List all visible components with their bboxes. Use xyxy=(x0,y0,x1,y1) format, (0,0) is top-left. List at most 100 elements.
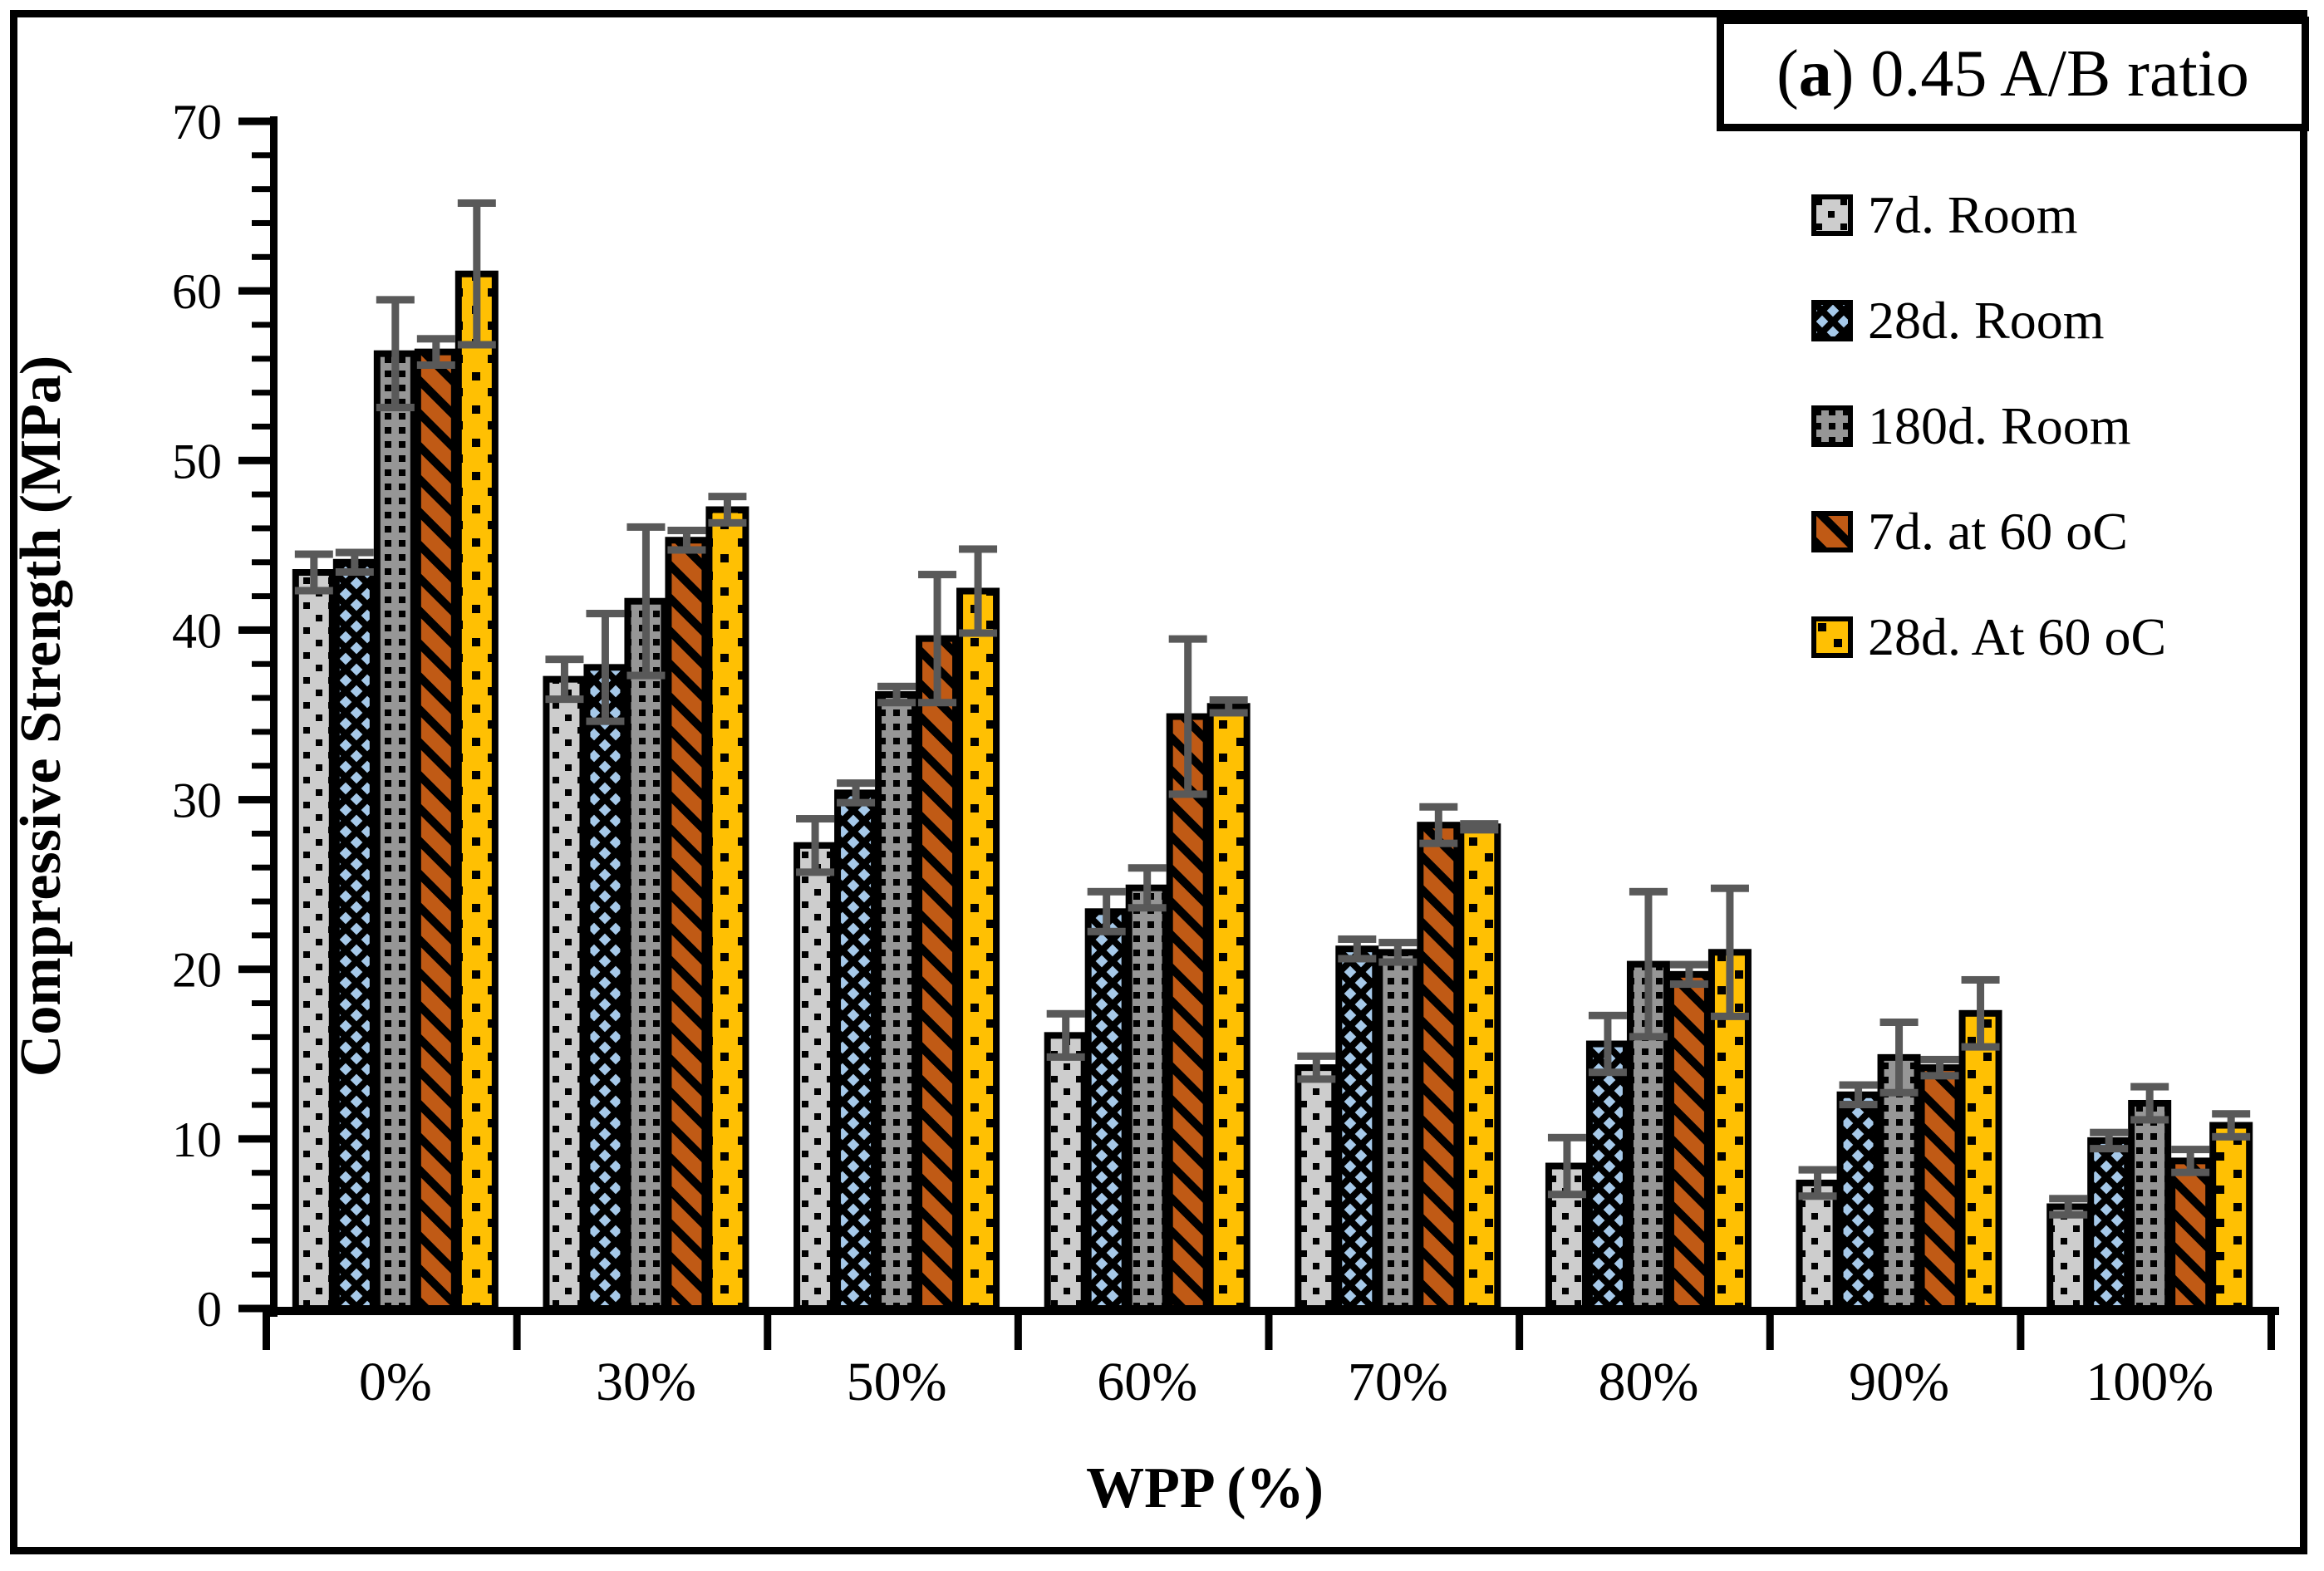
error-bar xyxy=(1588,1011,1627,1077)
bar-7d-room-70% xyxy=(1295,1064,1339,1313)
error-bar xyxy=(1297,1052,1336,1083)
x-tick-label: 90% xyxy=(1849,1352,1949,1412)
x-group-separator-tick xyxy=(1766,1307,1774,1350)
y-tick-label: 50 xyxy=(172,434,222,488)
panel-title-label: a xyxy=(1798,37,1832,110)
x-axis-title: WPP (%) xyxy=(1086,1456,1324,1520)
y-minor-tick xyxy=(252,1170,270,1176)
legend-marker-icon xyxy=(1811,299,1853,341)
error-bar xyxy=(335,548,374,577)
x-tick-label: 60% xyxy=(1097,1352,1197,1412)
error-bar xyxy=(1839,1081,1878,1109)
y-minor-tick xyxy=(252,932,270,939)
error-bar xyxy=(1460,820,1499,834)
x-tick-label: 0% xyxy=(359,1352,432,1412)
y-major-tick xyxy=(238,1135,270,1143)
legend-label: 28d. At 60 oC xyxy=(1868,606,2167,666)
y-minor-tick xyxy=(252,660,270,667)
y-minor-tick xyxy=(252,1068,270,1074)
x-tick-label: 30% xyxy=(596,1352,696,1412)
bar-7d-at-60-oc-80% xyxy=(1667,970,1711,1313)
y-minor-tick xyxy=(252,1237,270,1244)
x-group-separator-tick xyxy=(1265,1307,1273,1350)
panel-title-suffix: ) 0.45 A/B ratio xyxy=(1831,37,2249,110)
error-bar xyxy=(877,682,916,707)
y-tick-label: 70 xyxy=(172,95,222,150)
y-minor-tick xyxy=(252,253,270,260)
error-bar xyxy=(416,335,455,369)
error-bar xyxy=(837,779,876,807)
x-group-separator-tick xyxy=(764,1307,772,1350)
bar-7d-room-30% xyxy=(543,675,587,1312)
legend-item: 180d. Room xyxy=(1811,373,2310,479)
bar-180d-room-50% xyxy=(875,691,919,1312)
error-bar xyxy=(1920,1055,1959,1080)
legend-item: 28d. Room xyxy=(1811,268,2310,373)
error-bar xyxy=(2130,1083,2169,1124)
error-bar xyxy=(1046,1009,1085,1061)
legend-marker-icon xyxy=(1811,616,1853,658)
y-minor-tick xyxy=(252,525,270,532)
y-minor-tick xyxy=(252,1033,270,1040)
y-tick-label: 10 xyxy=(172,1112,222,1167)
error-bar xyxy=(545,655,584,704)
bar-180d-room-70% xyxy=(1376,949,1420,1313)
x-group-separator-tick xyxy=(1516,1307,1524,1350)
y-minor-tick xyxy=(252,1102,270,1108)
error-bar xyxy=(626,523,666,680)
error-bar xyxy=(1419,803,1458,847)
y-minor-tick xyxy=(252,864,270,871)
y-major-tick xyxy=(238,626,270,634)
error-bar xyxy=(586,610,625,725)
bar-7d-room-60% xyxy=(1044,1032,1088,1312)
bar-7d-room-0% xyxy=(292,569,336,1312)
error-bar xyxy=(1128,864,1167,912)
y-major-tick xyxy=(238,965,270,974)
x-tick-label: 50% xyxy=(847,1352,947,1412)
x-tick-label: 100% xyxy=(2086,1352,2213,1412)
error-bar xyxy=(796,815,835,876)
bar-28d-at-60-oc-90% xyxy=(1958,1009,2002,1312)
y-major-tick xyxy=(238,117,270,125)
y-major-tick xyxy=(238,287,270,295)
y-tick-label: 40 xyxy=(172,603,222,658)
panel-title-box: (a) 0.45 A/B ratio xyxy=(1717,17,2309,131)
error-bar xyxy=(2212,1110,2251,1141)
panel-title-prefix: ( xyxy=(1776,37,1799,110)
y-minor-tick xyxy=(252,1000,270,1007)
y-minor-tick xyxy=(252,729,270,735)
bar-180d-room-90% xyxy=(1877,1053,1921,1312)
error-bar xyxy=(1209,696,1248,717)
y-major-tick xyxy=(238,796,270,804)
legend-item: 7d. Room xyxy=(1811,162,2310,268)
error-bar xyxy=(457,199,496,349)
y-minor-tick xyxy=(252,186,270,193)
y-minor-tick xyxy=(252,219,270,226)
x-group-separator-tick xyxy=(1014,1307,1022,1350)
y-minor-tick xyxy=(252,593,270,600)
error-bar xyxy=(1168,635,1207,798)
y-minor-tick xyxy=(252,1271,270,1278)
error-bar xyxy=(294,550,333,595)
y-minor-tick xyxy=(252,390,270,396)
error-bar xyxy=(1629,887,1668,1041)
error-bar xyxy=(2049,1195,2088,1219)
y-minor-tick xyxy=(252,695,270,701)
error-bar xyxy=(1547,1133,1586,1199)
legend-marker-icon xyxy=(1811,510,1853,552)
error-bar xyxy=(1378,939,1417,966)
error-bar xyxy=(2171,1146,2210,1176)
x-tick-label: 80% xyxy=(1598,1352,1698,1412)
y-minor-tick xyxy=(252,491,270,498)
y-major-tick xyxy=(238,1304,270,1313)
bar-7d-at-60-oc-0% xyxy=(414,348,458,1312)
x-group-separator-tick xyxy=(2267,1307,2275,1350)
y-minor-tick xyxy=(252,830,270,837)
error-bar xyxy=(959,545,998,637)
bar-7d-room-50% xyxy=(794,842,838,1312)
legend-label: 7d. at 60 oC xyxy=(1868,501,2128,561)
bar-7d-at-60-oc-30% xyxy=(665,537,709,1312)
x-tick-label: 70% xyxy=(1348,1352,1448,1412)
error-bar xyxy=(708,493,747,527)
